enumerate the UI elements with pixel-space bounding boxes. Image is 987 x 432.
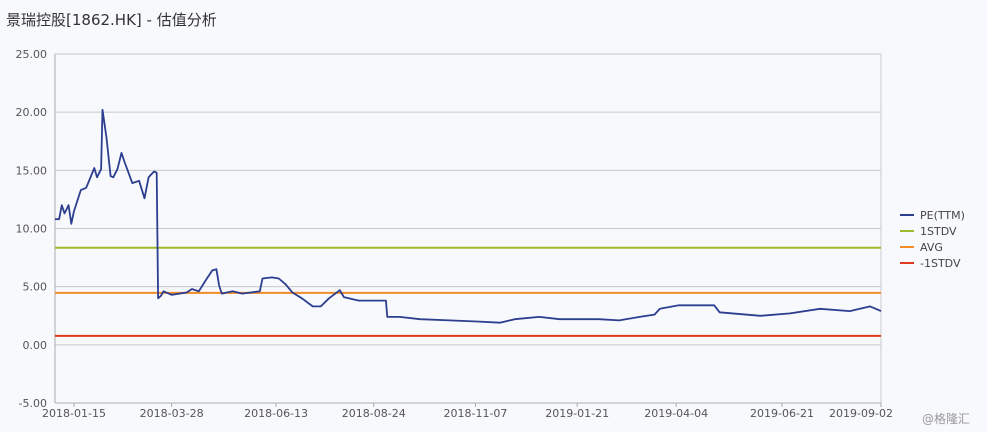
watermark: @格隆汇 bbox=[922, 412, 971, 426]
series-line-pe-ttm bbox=[55, 108, 882, 324]
x-tick-label: 2019-06-21 bbox=[750, 407, 814, 420]
y-tick-label: 10.00 bbox=[16, 223, 48, 236]
legend-swatch bbox=[900, 246, 914, 248]
x-tick-label: 2018-06-13 bbox=[244, 407, 308, 420]
x-tick-label: 2019-04-04 bbox=[644, 407, 708, 420]
legend-item[interactable]: AVG bbox=[900, 239, 965, 255]
legend: PE(TTM) 1STDV AVG -1STDV bbox=[900, 207, 965, 271]
y-tick-label: 0.00 bbox=[23, 339, 48, 352]
legend-item[interactable]: -1STDV bbox=[900, 255, 965, 271]
legend-item[interactable]: 1STDV bbox=[900, 223, 965, 239]
chart-title: 景瑞控股[1862.HK] - 估值分析 bbox=[6, 11, 217, 29]
legend-swatch bbox=[900, 214, 914, 216]
y-tick-label: 15.00 bbox=[16, 164, 48, 177]
x-tick-label: 2018-03-28 bbox=[140, 407, 204, 420]
y-tick-label: -5.00 bbox=[19, 397, 47, 410]
x-tick-label: 2019-09-02 bbox=[829, 407, 893, 420]
legend-item[interactable]: PE(TTM) bbox=[900, 207, 965, 223]
x-tick-label: 2018-11-07 bbox=[443, 407, 507, 420]
x-tick-label: 2018-01-15 bbox=[42, 407, 106, 420]
legend-label: 1STDV bbox=[920, 224, 957, 238]
legend-swatch bbox=[900, 230, 914, 232]
x-tick-label: 2018-08-24 bbox=[342, 407, 406, 420]
x-tick-label: 2019-01-21 bbox=[545, 407, 609, 420]
legend-label: PE(TTM) bbox=[920, 208, 965, 222]
y-tick-label: 20.00 bbox=[16, 106, 48, 119]
legend-swatch bbox=[900, 262, 914, 264]
y-tick-label: 5.00 bbox=[23, 281, 48, 294]
legend-label: -1STDV bbox=[920, 256, 961, 270]
legend-label: AVG bbox=[920, 240, 943, 254]
y-tick-label: 25.00 bbox=[16, 48, 48, 61]
